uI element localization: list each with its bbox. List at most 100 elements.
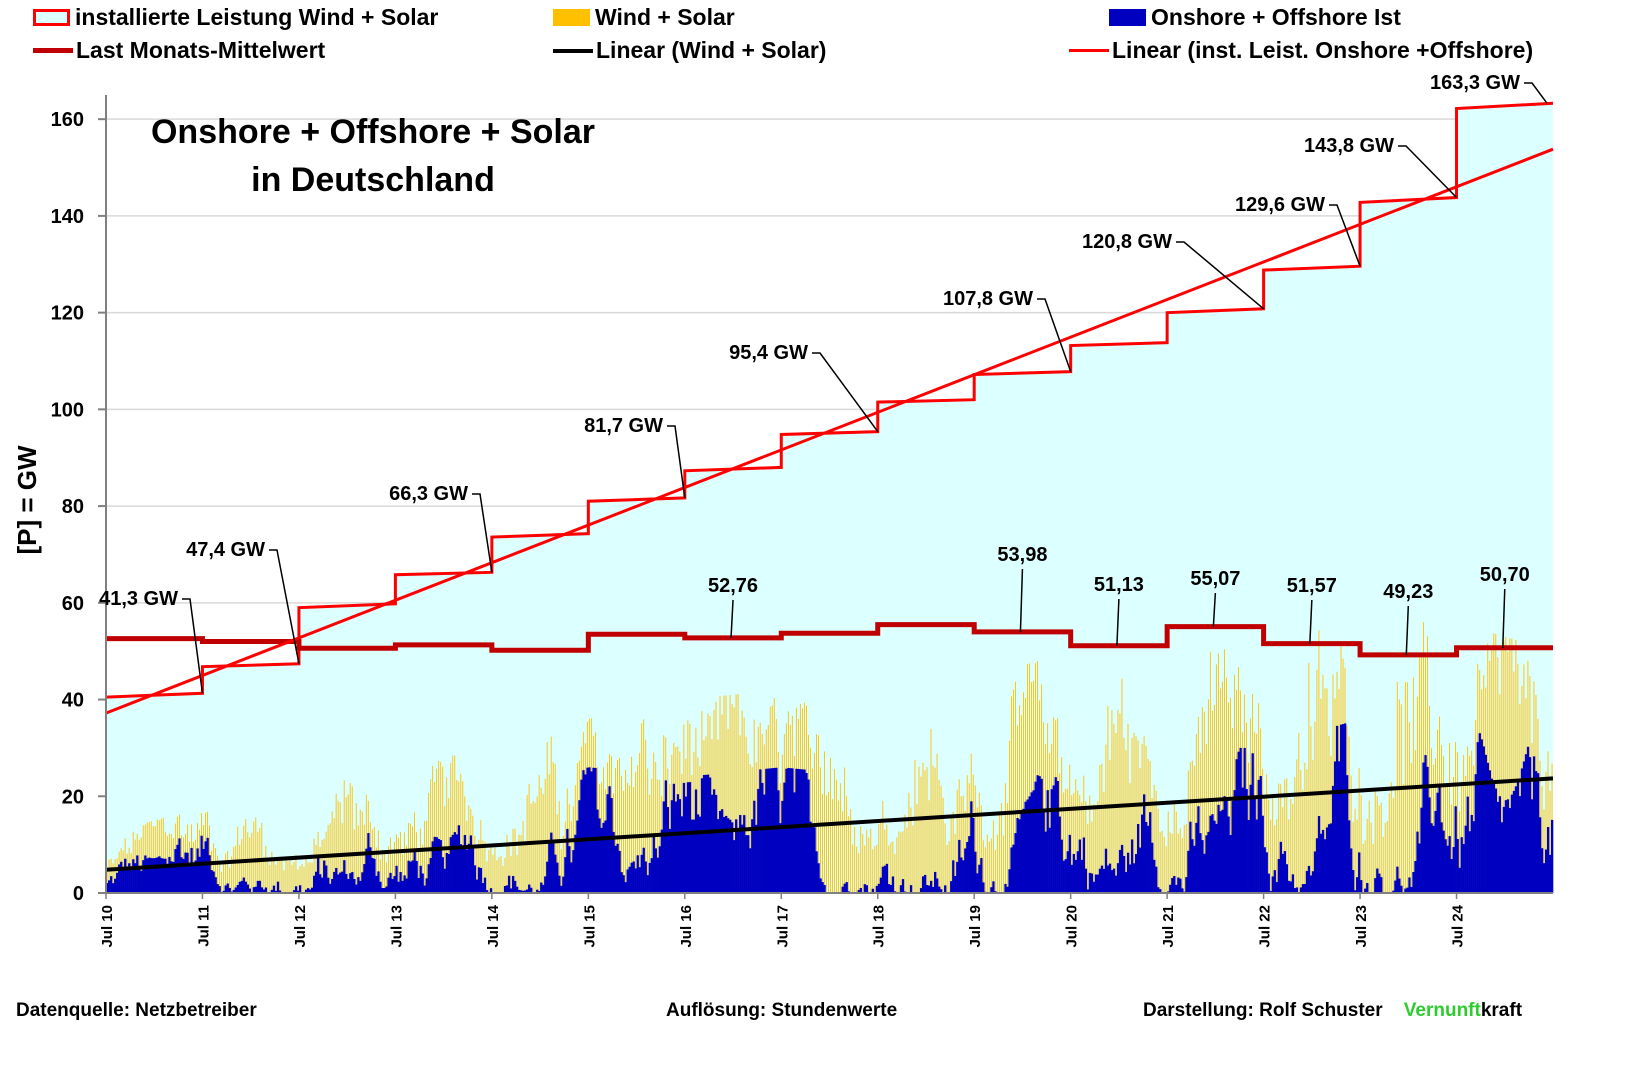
onshore-offshore-bar [333,871,336,893]
onshore-offshore-bar [120,861,123,893]
wind-solar-bar [1543,809,1545,893]
onshore-offshore-bar [716,819,720,893]
onshore-offshore-bar [1494,788,1498,893]
onshore-offshore-bar [1426,766,1429,893]
onshore-offshore-bar [150,858,153,893]
onshore-offshore-bar [1287,880,1291,893]
wind-solar-bar [1328,735,1330,893]
onshore-offshore-bar [1416,831,1419,893]
onshore-offshore-bar [507,875,511,893]
wind-solar-bar [406,845,407,893]
wind-solar-bar [1547,751,1549,893]
wind-solar-bar [1085,801,1087,893]
wind-solar-bar [888,845,890,893]
onshore-offshore-bar [1112,868,1116,893]
wind-solar-bar [1505,636,1507,893]
onshore-offshore-bar [710,794,714,893]
wind-solar-bar [327,824,329,893]
onshore-offshore-bar [865,885,868,893]
onshore-offshore-bar [722,816,726,893]
onshore-offshore-bar [208,855,211,893]
wind-solar-bar [842,811,844,893]
onshore-offshore-bar [1211,814,1214,893]
onshore-offshore-bar [584,774,587,893]
wind-solar-bar [442,766,444,893]
onshore-offshore-bar [773,767,776,893]
wind-solar-bar [1019,705,1020,893]
wind-solar-bar [844,767,846,893]
wind-solar-bar [1234,674,1235,893]
wind-solar-bar [235,845,237,893]
onshore-offshore-bar [1070,864,1073,893]
onshore-offshore-bar [439,840,442,893]
onshore-offshore-bar [391,878,394,893]
onshore-offshore-bar [162,858,165,893]
onshore-offshore-bar [1130,839,1134,893]
onshore-offshore-bar [1141,814,1144,893]
onshore-offshore-bar [678,799,682,893]
onshore-offshore-bar [1406,887,1409,893]
onshore-offshore-bar [622,875,625,893]
onshore-offshore-bar [387,877,390,893]
onshore-offshore-bar [1263,847,1266,893]
onshore-offshore-bar [1464,825,1467,893]
onshore-offshore-bar [1221,809,1224,893]
onshore-offshore-bar [1012,844,1015,893]
wind-solar-bar [1268,799,1270,893]
wind-solar-bar [633,787,635,893]
onshore-offshore-bar [481,883,485,893]
onshore-offshore-bar [815,851,818,893]
wind-solar-bar [301,864,303,893]
onshore-offshore-bar [1430,823,1433,893]
onshore-offshore-bar [1084,868,1088,893]
load-monthly-mean-line [106,622,1553,658]
onshore-offshore-bar [576,820,579,893]
onshore-offshore-bar [1420,807,1423,893]
wind-solar-bar [1451,804,1453,893]
wind-solar-bar [241,839,243,893]
onshore-offshore-bar [306,888,310,893]
onshore-offshore-bar [958,839,961,893]
wind-solar-bar [355,803,357,893]
wind-solar-bar [293,862,295,893]
onshore-offshore-bar [194,860,197,893]
wind-solar-bar [532,801,534,893]
onshore-offshore-bar [1299,887,1303,893]
onshore-offshore-bar [604,820,607,893]
wind-solar-bar [1063,792,1065,893]
onshore-offshore-bar [1008,869,1011,893]
onshore-offshore-bar [682,782,686,893]
wind-solar-bar [297,869,299,893]
wind-solar-bar [615,768,616,893]
onshore-offshore-bar [238,881,241,893]
wind-solar-bar [339,802,341,893]
wind-solar-bar [1449,743,1451,893]
onshore-offshore-bar [1237,751,1240,893]
onshore-offshore-bar [1159,889,1162,893]
onshore-offshore-bar [1408,877,1411,893]
wind-solar-bar [832,799,834,893]
onshore-offshore-bar [347,878,350,893]
wind-solar-bar [538,775,540,893]
x-tick-label: Jul 10 [99,905,116,948]
onshore-offshore-bar [1378,873,1381,893]
onshore-offshore-bar [769,768,772,893]
onshore-offshore-bar [1022,808,1025,893]
wind-solar-bar [426,820,428,893]
wind-solar-bar [1117,710,1119,893]
onshore-offshore-bar [909,885,913,893]
wind-solar-bar [305,858,307,893]
wind-solar-bar [114,859,116,893]
wind-solar-bar [1386,821,1388,893]
onshore-offshore-bar [919,888,923,893]
wind-solar-bar [880,820,882,893]
onshore-offshore-bar [845,882,848,893]
wind-solar-bar [1394,788,1396,893]
wind-solar-bar [430,779,432,893]
onshore-offshore-bar [1229,835,1232,893]
x-tick-label: Jul 23 [1353,905,1370,948]
onshore-offshore-bar [1544,849,1548,893]
onshore-offshore-bar [594,767,597,893]
onshore-offshore-bar [568,846,571,893]
legend-label: installierte Leistung Wind + Solar [75,4,439,30]
